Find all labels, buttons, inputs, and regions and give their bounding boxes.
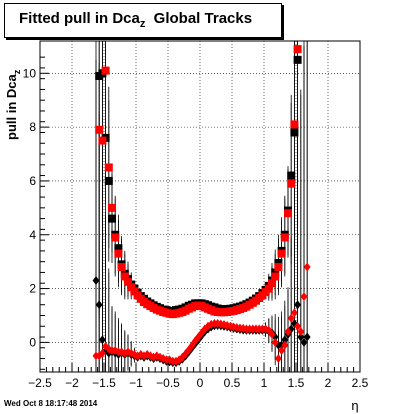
data-point-square: [271, 268, 280, 277]
data-point-diamond: [95, 300, 103, 310]
x-tick-label: −1.5: [92, 376, 116, 390]
data-point-square: [127, 283, 136, 292]
data-point-square: [98, 136, 107, 145]
y-axis-label: pull in Dcaz: [4, 69, 22, 140]
data-point-diamond: [99, 348, 106, 358]
data-point-diamond: [92, 276, 100, 286]
data-point-square: [287, 179, 296, 188]
x-tick-label: 1.5: [288, 376, 305, 390]
data-point-diamond: [303, 332, 311, 342]
data-point-diamond: [284, 327, 292, 337]
data-point-square: [290, 120, 299, 129]
y-tick-label: 10: [23, 66, 37, 80]
y-label-sub: z: [12, 69, 22, 74]
x-tick-label: 0: [197, 376, 204, 390]
title-main: Fitted pull in Dca: [19, 10, 140, 27]
data-point-square: [284, 209, 292, 218]
x-tick-label: −2.5: [28, 376, 52, 390]
data-point-diamond: [291, 308, 298, 318]
data-point-diamond: [275, 354, 282, 364]
title-suffix: Global Tracks: [145, 10, 253, 27]
data-point-square: [101, 66, 110, 75]
data-point-square: [290, 128, 299, 137]
data-point-square: [114, 244, 123, 253]
data-point-diamond: [281, 340, 289, 350]
x-tick-label: 2.5: [352, 376, 369, 390]
data-point-diamond: [303, 262, 311, 272]
data-point-diamond: [294, 300, 301, 310]
chart-title: Fitted pull in Dcaz Global Tracks: [19, 10, 252, 30]
data-point-square: [111, 233, 120, 242]
data-point-diamond: [300, 337, 308, 347]
x-tick-label: 2: [325, 376, 332, 390]
y-axis-ticks: 0 2 4 6 8 10: [23, 56, 49, 370]
title-box: Fitted pull in Dcaz Global Tracks: [4, 3, 282, 38]
data-point-diamond: [271, 337, 279, 347]
y-tick-label: 2: [29, 282, 36, 296]
data-point-square: [293, 55, 302, 64]
data-point-square: [268, 279, 276, 288]
y-tick-label: 8: [29, 120, 36, 134]
data-point-square: [287, 171, 296, 180]
data-point-diamond: [99, 335, 106, 345]
y-tick-label: 6: [29, 174, 36, 188]
data-point-square: [108, 214, 116, 223]
data-point-square: [104, 163, 113, 172]
data-point-square: [104, 176, 113, 185]
x-tick-label: −0.5: [156, 376, 180, 390]
data-point-diamond: [287, 313, 295, 323]
data-point-square: [293, 45, 302, 54]
data-point-square: [277, 249, 286, 258]
data-point-square: [271, 272, 280, 281]
x-tick-label: −1: [129, 376, 143, 390]
data-point-square: [108, 203, 116, 212]
x-axis-ticks: −2.5 −2 −1.5 −1 −0.5 0 0.5 1 1.5 2 2.5: [28, 363, 369, 390]
x-axis-label: η: [351, 398, 358, 413]
data-point-diamond: [294, 321, 301, 331]
x-tick-label: 0.5: [224, 376, 241, 390]
data-point-square: [274, 263, 283, 272]
data-point-square: [130, 287, 139, 296]
error-bars: [95, 41, 308, 372]
x-tick-label: −2: [65, 376, 79, 390]
data-point-square: [124, 277, 132, 286]
x-tick-label: 1: [261, 376, 268, 390]
data-points: [92, 45, 311, 368]
data-point-diamond: [300, 292, 308, 302]
data-point-diamond: [278, 345, 285, 355]
title-sub: z: [139, 18, 146, 30]
grid-lines: [40, 41, 360, 372]
data-point-diamond: [297, 327, 305, 337]
y-tick-label: 0: [29, 335, 36, 349]
data-point-square: [117, 263, 126, 272]
timestamp-footer: Wed Oct 8 18:17:48 2014: [4, 399, 98, 408]
data-point-square: [114, 249, 123, 258]
data-point-square: [274, 259, 283, 268]
data-point-square: [280, 233, 289, 242]
data-point-diamond: [268, 329, 276, 339]
data-point-square: [264, 284, 273, 293]
data-point-square: [120, 272, 129, 281]
data-point-diamond: [297, 332, 305, 342]
data-point-diamond: [281, 335, 289, 345]
data-point-square: [95, 125, 104, 134]
y-tick-label: 4: [29, 228, 36, 242]
